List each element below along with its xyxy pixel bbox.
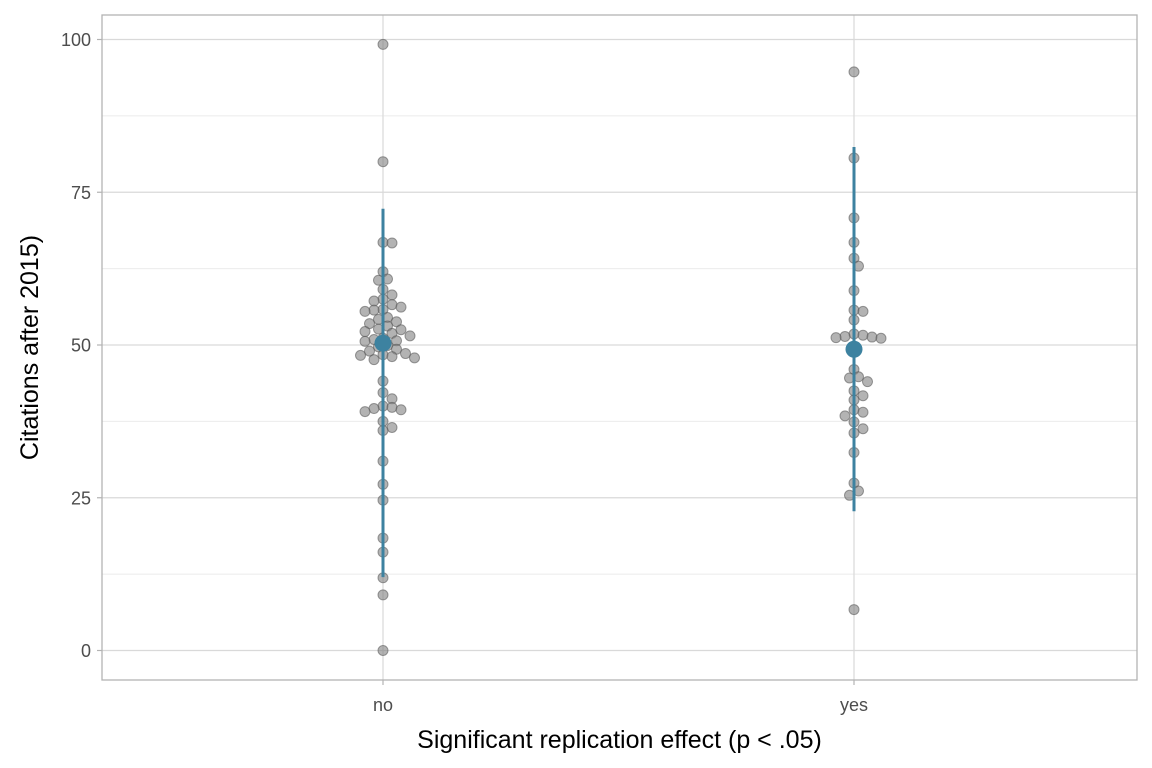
data-point-yes [866, 331, 878, 343]
data-point-yes [857, 406, 869, 418]
data-point-no [359, 326, 371, 338]
data-point-yes [875, 332, 887, 344]
data-points [355, 38, 887, 656]
data-point-no [359, 406, 371, 418]
data-point-no [409, 352, 420, 364]
y-tick-label: 100 [61, 30, 91, 50]
data-point-no [386, 351, 398, 363]
data-point-no [404, 330, 416, 342]
data-point-yes [857, 329, 869, 341]
data-point-yes [830, 332, 842, 344]
x-axis-title: Significant replication effect (p < .05) [417, 726, 822, 754]
data-point-no [377, 38, 389, 50]
data-point-no [368, 354, 380, 366]
data-point-no [386, 421, 398, 433]
data-point-yes [857, 423, 869, 435]
summary-layer [374, 147, 863, 578]
data-point-no [400, 348, 411, 360]
data-point-no [364, 345, 375, 357]
data-point-no [395, 404, 407, 416]
data-point-no [386, 289, 398, 301]
data-point-yes [839, 330, 851, 342]
data-point-no [368, 403, 380, 415]
data-point-yes [848, 66, 860, 78]
x-tick-label-no: no [373, 695, 393, 715]
data-point-yes [839, 410, 851, 422]
data-point-no [368, 304, 380, 316]
data-point-no [395, 324, 407, 336]
y-axis-title: Citations after 2015) [16, 235, 44, 460]
panel-border [101, 14, 1138, 681]
x-tick-label-yes: yes [840, 695, 868, 715]
data-point-yes [857, 390, 869, 402]
x-axis-ticks: no yes [373, 680, 868, 715]
major-gridlines [102, 15, 1137, 680]
y-tick-label: 25 [71, 488, 91, 508]
data-point-no [355, 349, 366, 361]
data-point-no [386, 401, 398, 413]
data-point-no [386, 237, 398, 249]
y-tick-label: 50 [71, 336, 91, 356]
data-point-yes [857, 305, 869, 317]
y-tick-label: 75 [71, 183, 91, 203]
data-point-no [368, 295, 380, 307]
data-point-yes [862, 376, 873, 388]
y-axis-ticks: 0 25 50 75 100 [61, 30, 102, 661]
data-point-no [377, 589, 389, 601]
minor-gridlines [102, 115, 1137, 575]
data-point-no [359, 335, 371, 347]
data-point-no [377, 156, 389, 168]
data-point-yes [848, 604, 860, 616]
data-point-no [395, 301, 407, 313]
data-point-no [359, 305, 371, 317]
mean-point-no [374, 334, 392, 352]
data-point-no [377, 645, 389, 656]
y-tick-label: 0 [81, 641, 91, 661]
data-point-no [386, 299, 398, 311]
mean-point-yes [845, 340, 863, 358]
